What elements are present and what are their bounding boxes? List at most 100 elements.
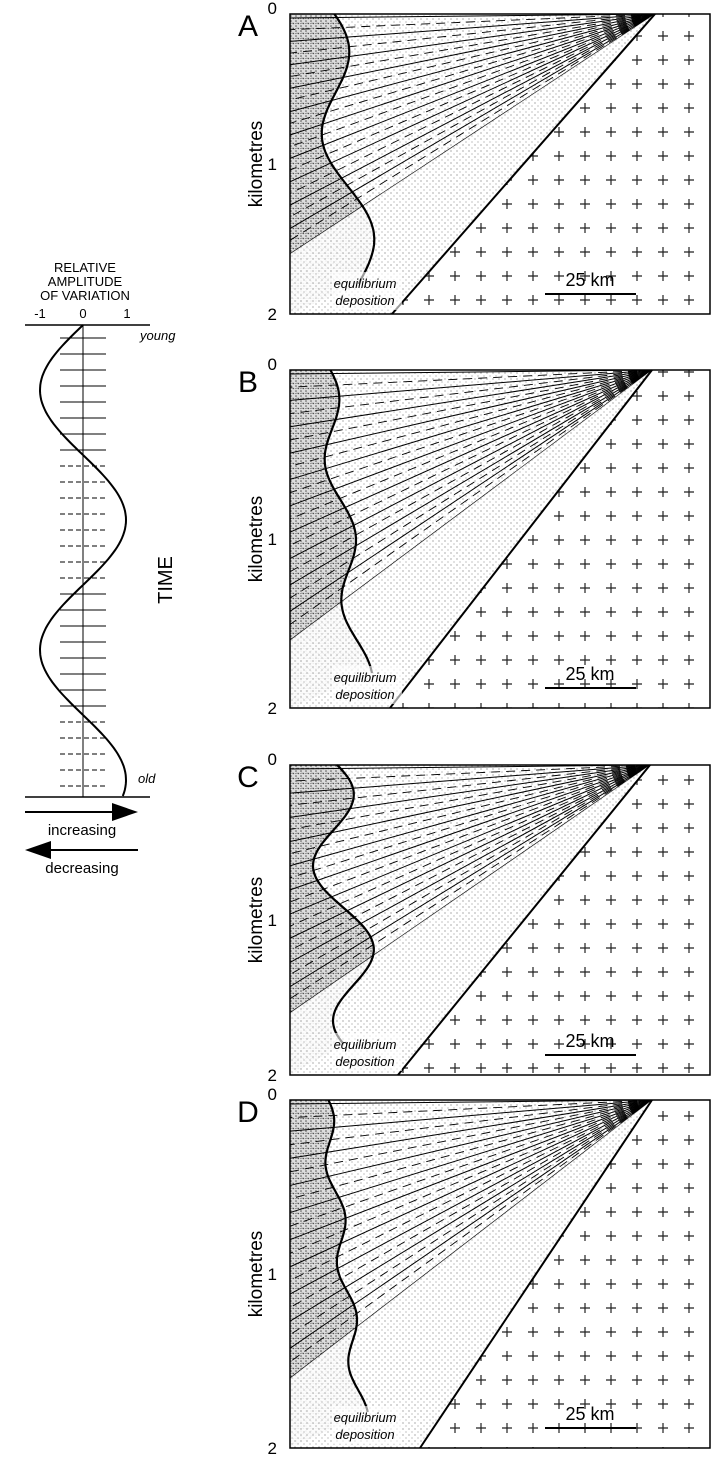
fan-line xyxy=(289,369,653,507)
label-bg xyxy=(332,1406,402,1444)
fan-line xyxy=(289,764,651,879)
fan-line xyxy=(289,369,653,599)
panel: equilibrium deposition 25 km B0 1 2 kilometres xyxy=(238,355,711,718)
scale-label: 25 km xyxy=(565,664,614,684)
panel-label: D xyxy=(237,1096,259,1129)
fan-line xyxy=(289,369,653,533)
label-bg xyxy=(332,1033,402,1071)
amplitude-tick: -1 xyxy=(34,306,46,321)
axis-label: kilometres xyxy=(246,877,267,964)
equilibrium-curve xyxy=(324,1099,369,1413)
equilibrium-curve xyxy=(320,13,376,285)
fan-line xyxy=(289,1099,653,1159)
fan-line xyxy=(289,369,653,401)
fan-line xyxy=(289,369,653,428)
fan-line xyxy=(289,369,653,494)
annotation: deposition xyxy=(335,1427,394,1442)
fan-line xyxy=(289,13,656,241)
fan-line xyxy=(289,764,651,939)
fan-line xyxy=(289,369,653,480)
depth-tick: 1 xyxy=(268,911,277,930)
annotation: deposition xyxy=(335,1054,394,1069)
axis-label: kilometres xyxy=(246,1231,267,1318)
basement-edge xyxy=(419,1099,653,1449)
fan-line xyxy=(289,764,651,963)
depth-tick: 0 xyxy=(268,750,277,769)
label-bg xyxy=(332,272,402,310)
fan-line xyxy=(289,764,651,903)
fan-line xyxy=(289,764,651,975)
frame xyxy=(289,764,711,1076)
fan-line xyxy=(289,764,651,843)
legend-title: RELATIVE xyxy=(54,260,116,275)
fan-line xyxy=(289,1099,653,1146)
arrow-head xyxy=(25,841,51,859)
fan-line xyxy=(289,1099,653,1119)
fan-line xyxy=(289,1099,653,1214)
fan-line xyxy=(289,369,653,454)
increasing-label: increasing xyxy=(48,822,116,839)
fan-line xyxy=(289,369,653,612)
frame xyxy=(289,369,711,709)
fan-line xyxy=(289,13,656,159)
fan-line xyxy=(289,1099,653,1227)
scale-label: 25 km xyxy=(565,1404,614,1424)
fan-line xyxy=(289,764,651,891)
amplitude-tick: 1 xyxy=(123,306,130,321)
depth-tick: 2 xyxy=(268,699,277,718)
fan-line xyxy=(289,13,656,31)
fan-line xyxy=(289,369,653,388)
label-bg xyxy=(332,666,402,704)
panel: equilibrium deposition 25 km C0 1 2 kilometres xyxy=(237,750,711,1085)
fan-line xyxy=(289,1099,653,1336)
basement xyxy=(392,14,710,314)
wedge xyxy=(290,765,650,1075)
fan-line xyxy=(289,764,651,927)
fan-line xyxy=(289,369,653,520)
wedge xyxy=(290,14,655,314)
basement-edge xyxy=(389,369,653,709)
fan-line xyxy=(289,1099,653,1186)
annotation: equilibrium xyxy=(334,276,397,291)
fan-line xyxy=(289,13,656,194)
fan-line xyxy=(289,764,651,806)
fan-line xyxy=(289,13,656,148)
depth-tick: 0 xyxy=(268,355,277,374)
fan-line xyxy=(289,369,653,559)
frame xyxy=(289,1099,711,1449)
panel-label: C xyxy=(237,761,259,794)
fan-line xyxy=(289,13,656,206)
fan-line xyxy=(289,764,651,915)
fan-line xyxy=(289,764,651,867)
depth-tick: 2 xyxy=(268,305,277,324)
annotation: deposition xyxy=(335,293,394,308)
annotation: equilibrium xyxy=(334,1037,397,1052)
fan-line xyxy=(289,13,656,171)
fan-line xyxy=(289,1099,653,1268)
depth-tick: 2 xyxy=(268,1066,277,1085)
amplitude-tick: 0 xyxy=(79,306,86,321)
annotation: deposition xyxy=(335,687,394,702)
fan-line xyxy=(289,369,653,441)
equilibrium-curve xyxy=(323,369,374,674)
wedge xyxy=(290,370,652,708)
legend-title: OF VARIATION xyxy=(40,288,130,303)
fan-line xyxy=(289,764,651,1000)
young-label: young xyxy=(139,328,176,343)
fan-line xyxy=(289,13,656,54)
wedge xyxy=(290,1100,652,1448)
scale-label: 25 km xyxy=(565,1031,614,1051)
fan-line xyxy=(289,13,656,124)
continental-deposit xyxy=(290,765,374,1075)
fan-line xyxy=(289,764,651,794)
fan-line xyxy=(289,369,653,414)
fan-line xyxy=(289,1099,653,1132)
depth-tick: 0 xyxy=(268,0,277,18)
fan-line xyxy=(289,13,656,113)
basement xyxy=(420,1100,710,1448)
scale-label: 25 km xyxy=(565,270,614,290)
fan-line xyxy=(289,369,653,625)
fan-line xyxy=(289,764,651,855)
depth-tick: 1 xyxy=(268,1265,277,1284)
